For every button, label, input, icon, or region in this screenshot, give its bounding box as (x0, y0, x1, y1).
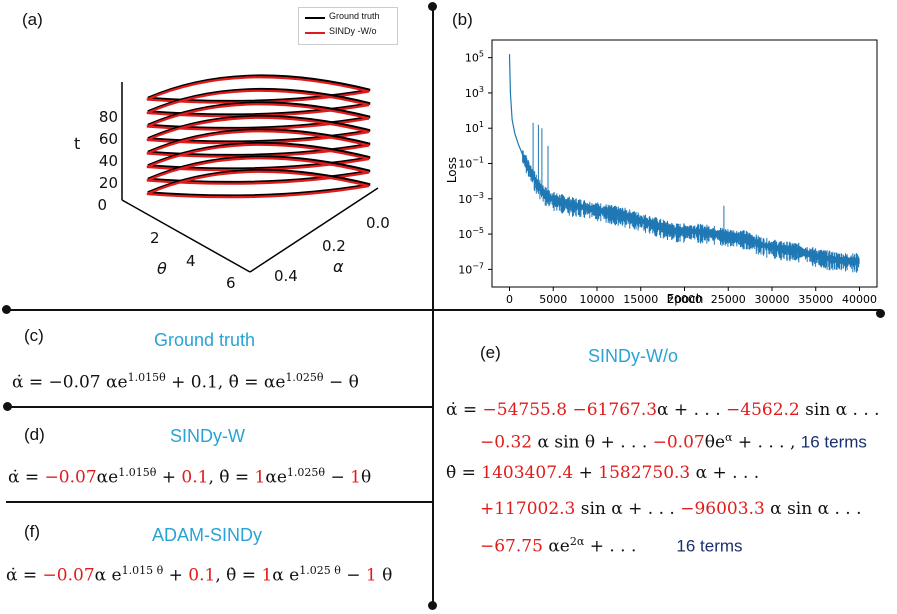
divider-dot-left (2, 305, 11, 314)
loss-x-tick-label: 10000 (580, 293, 615, 306)
sindy-wo-loop (146, 157, 370, 185)
alpha-tick-02: 0.2 (322, 237, 346, 255)
legend-ground-truth: Ground truth (329, 11, 380, 21)
loss-chart: 105 103 101 10−1 10−3 10−5 10−7 0 5000 10000 1500… (445, 39, 878, 306)
theta-axis-label: θ (157, 259, 167, 278)
panel-f-label: (f) (24, 522, 41, 541)
panel-c-label: (c) (24, 326, 44, 345)
ground-truth-loop (147, 128, 371, 157)
ground-truth-loop (147, 87, 371, 117)
theta-tick-4: 4 (186, 252, 196, 270)
loss-series-noise (522, 122, 860, 273)
ground-truth-loop (147, 168, 371, 198)
loss-y-tick-label: 103 (465, 85, 484, 100)
sindy-wo-loop (146, 89, 370, 118)
panel-e-title: SINDy-W/o (588, 346, 678, 366)
theta-terms-count: 16 terms (676, 536, 743, 556)
alpha-tick-0: 0.0 (366, 214, 390, 232)
sindy-wo-theta-line1: θ̇ = 1403407.4 + 1582750.3 α + . . . (446, 463, 760, 483)
adam-sindy-equation: α̇ = −0.07α e1.015 θ + 0.1, θ̇ = 1α e1.0… (6, 564, 393, 586)
divider-dot-cd (3, 402, 12, 411)
sindy-wo-loop (146, 76, 370, 104)
alpha-terms-count: 16 terms (800, 432, 867, 452)
loss-y-tick-label: 10−7 (458, 261, 484, 276)
panel-d-title: SINDy-W (170, 426, 245, 446)
loss-x-tick-label: 20000 (667, 293, 702, 306)
t-axis-label: t (74, 134, 80, 153)
alpha-tick-04: 0.4 (274, 267, 298, 285)
legend-3d: Ground truth SINDy -W/o (298, 7, 398, 45)
loss-x-axis-label: Epoch (667, 292, 704, 306)
alpha-axis-label: α (333, 257, 344, 276)
sindy-wo-loop (146, 116, 370, 145)
sindy-wo-loop (146, 103, 370, 131)
sindy-wo-theta-line2: +117002.3 sin α + . . . −96003.3 α sin α… (480, 499, 862, 519)
t-tick-40: 40 (99, 152, 118, 170)
sindy-wo-theta-line3: −67.75 αe2α + . . . 16 terms (480, 535, 743, 557)
loss-x-tick-label: 35000 (798, 293, 833, 306)
legend-sindy-wo: SINDy -W/o (329, 26, 377, 36)
theta-tick-2: 2 (150, 229, 160, 247)
loss-x-tick-label: 5000 (539, 293, 567, 306)
loss-y-tick-label: 101 (465, 120, 484, 135)
ground-truth-loop (147, 74, 371, 103)
divider-dot-top (428, 2, 437, 11)
legend-swatch-ground-truth (305, 17, 325, 19)
panel-b-label: (b) (452, 10, 473, 29)
sindy-wo-loop (146, 143, 370, 172)
sindy-wo-alpha-line2: −0.32 α sin θ + . . . −0.07θeα + . . . ,… (480, 431, 867, 453)
loss-y-tick-label: 10−5 (458, 226, 484, 241)
loss-y-tick-label: 10−3 (458, 191, 484, 206)
alpha-axis-line (249, 187, 379, 273)
panel-a-label: (a) (22, 10, 43, 29)
vertical-divider (432, 6, 434, 606)
panel-d-label: (d) (24, 425, 45, 444)
t-tick-0: 0 (97, 196, 107, 214)
sindy-w-equation: α̇ = −0.07αe1.015θ + 0.1, θ̇ = 1αe1.025θ… (8, 466, 372, 488)
loss-x-tick-label: 0 (506, 293, 513, 306)
horizontal-divider-main (6, 309, 880, 311)
sindy-wo-loop (146, 130, 370, 158)
loss-y-tick-label: 10−1 (458, 156, 484, 171)
panel-c-title: Ground truth (154, 330, 256, 350)
panel-f-title: ADAM-SINDy (152, 525, 263, 545)
ground-truth-loop (147, 141, 371, 171)
theta-tick-6: 6 (226, 274, 236, 292)
trajectory-3d-plot: 0 20 40 60 80 t 2 4 6 θ 0.0 0.2 0.4 α (74, 74, 390, 292)
theta-axis-line (121, 199, 251, 273)
loss-plot-frame (491, 39, 878, 288)
t-tick-60: 60 (99, 130, 118, 148)
panel-e-label: (e) (480, 343, 501, 362)
horizontal-divider-cd (6, 406, 433, 408)
sindy-wo-loop (146, 170, 370, 199)
loss-x-tick-label: 15000 (623, 293, 658, 306)
ground-truth-equation: α̇ = −0.07 αe1.015θ + 0.1, θ̇ = αe1.025θ… (12, 371, 359, 393)
t-tick-20: 20 (99, 174, 118, 192)
loss-x-tick-label: 40000 (842, 293, 877, 306)
loss-y-axis-label: Loss (445, 157, 459, 183)
sindy-wo-alpha-line1: α̇ = −54755.8 −61767.3α + . . . −4562.2 … (446, 400, 880, 420)
ground-truth-loop (147, 101, 371, 130)
loss-y-tick-label: 105 (465, 50, 484, 65)
divider-dot-right (876, 309, 885, 318)
horizontal-divider-df (6, 501, 433, 503)
loss-x-tick-label: 25000 (711, 293, 746, 306)
legend-swatch-sindy-wo (305, 32, 325, 34)
divider-dot-bottom (428, 601, 437, 610)
ground-truth-loop (147, 155, 371, 184)
loss-x-tick-label: 30000 (755, 293, 790, 306)
ground-truth-loop (147, 114, 371, 144)
t-tick-80: 80 (99, 108, 118, 126)
